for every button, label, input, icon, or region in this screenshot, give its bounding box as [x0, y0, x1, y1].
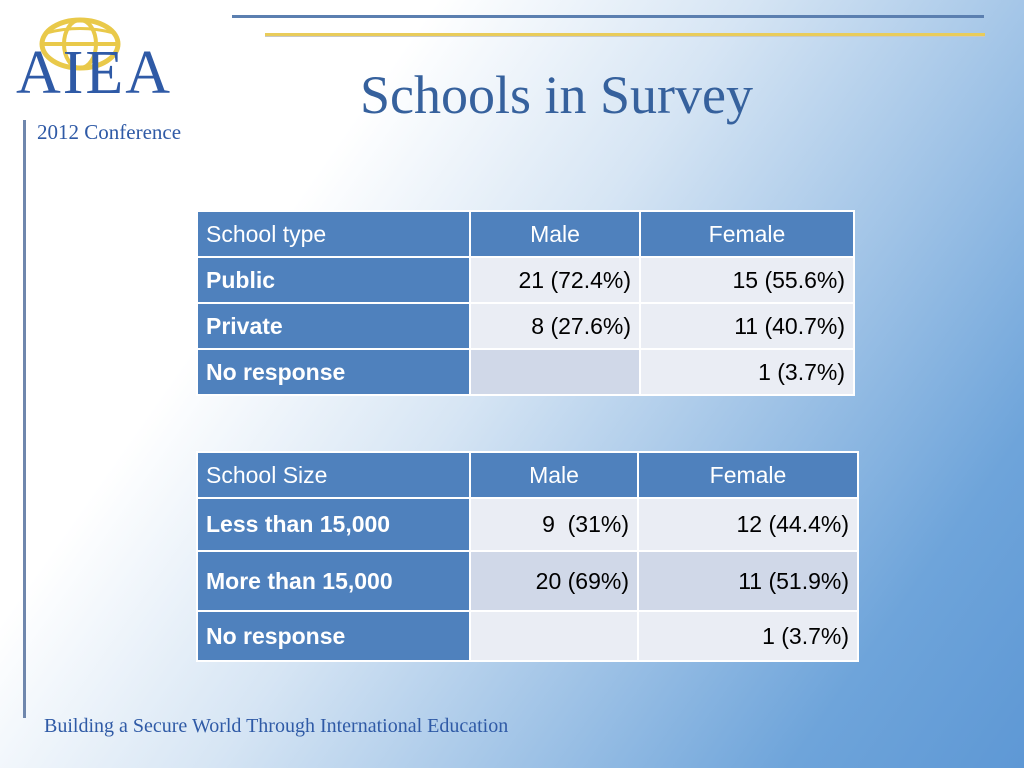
row-label: Private [196, 302, 471, 350]
left-vertical-rule [23, 120, 26, 718]
table-header-row: School Size Male Female [196, 451, 859, 499]
cell-female: 15 (55.6%) [639, 256, 855, 304]
cell-female: 12 (44.4%) [637, 497, 859, 552]
cell-male: 21 (72.4%) [469, 256, 641, 304]
row-label: More than 15,000 [196, 550, 471, 612]
conference-label: 2012 Conference [37, 120, 182, 144]
header-female: Female [637, 451, 859, 499]
header-school-size: School Size [196, 451, 471, 499]
cell-male [469, 610, 639, 662]
table-row: No response 1 (3.7%) [196, 610, 859, 662]
aiea-logo: AIEA [16, 14, 216, 104]
row-label: No response [196, 348, 471, 396]
cell-male: 8 (27.6%) [469, 302, 641, 350]
cell-male: 9 (31%) [469, 497, 639, 552]
top-rule-gold [265, 33, 985, 36]
top-rule-blue [232, 15, 984, 18]
logo-text: AIEA [16, 39, 173, 107]
table-row: Private 8 (27.6%) 11 (40.7%) [196, 302, 855, 350]
slide-title: Schools in Survey [360, 65, 754, 125]
cell-female: 1 (3.7%) [639, 348, 855, 396]
table-header-row: School type Male Female [196, 210, 855, 258]
header-female: Female [639, 210, 855, 258]
table-row: Public 21 (72.4%) 15 (55.6%) [196, 256, 855, 304]
school-size-table: School Size Male Female Less than 15,000… [196, 451, 859, 662]
table-row: Less than 15,000 9 (31%) 12 (44.4%) [196, 497, 859, 552]
cell-female: 1 (3.7%) [637, 610, 859, 662]
cell-male: 20 (69%) [469, 550, 639, 612]
cell-female: 11 (51.9%) [637, 550, 859, 612]
row-label: Public [196, 256, 471, 304]
row-label: Less than 15,000 [196, 497, 471, 552]
table-row: More than 15,000 20 (69%) 11 (51.9%) [196, 550, 859, 612]
row-label: No response [196, 610, 471, 662]
footer-tagline: Building a Secure World Through Internat… [44, 715, 509, 737]
school-type-table: School type Male Female Public 21 (72.4%… [196, 210, 855, 396]
globe-icon [39, 17, 121, 71]
cell-female: 11 (40.7%) [639, 302, 855, 350]
header-male: Male [469, 210, 641, 258]
header-male: Male [469, 451, 639, 499]
table-row: No response 1 (3.7%) [196, 348, 855, 396]
header-school-type: School type [196, 210, 471, 258]
cell-male [469, 348, 641, 396]
